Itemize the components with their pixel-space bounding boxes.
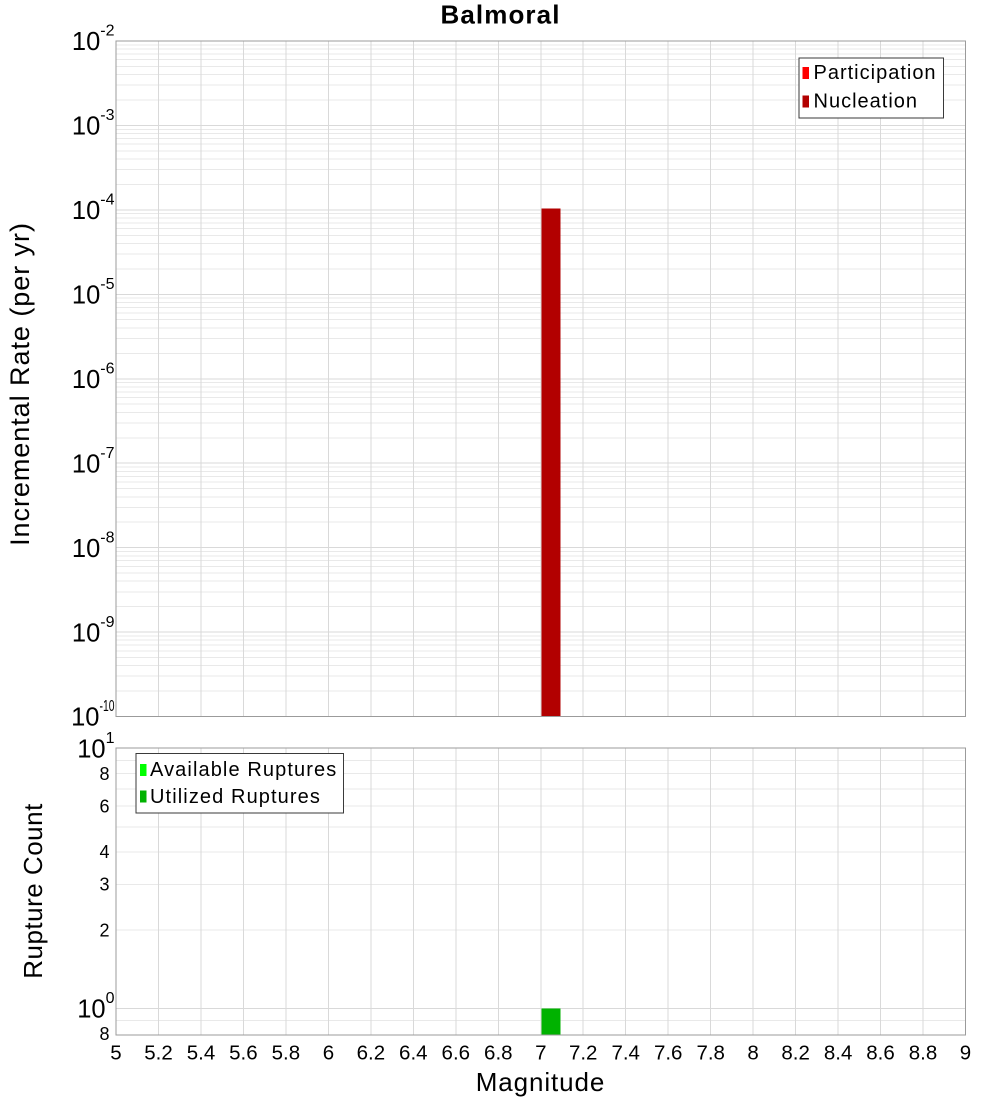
svg-text:3: 3 (99, 875, 109, 895)
svg-text:Rupture Count: Rupture Count (18, 803, 48, 979)
svg-text:10-9: 10-9 (72, 614, 115, 648)
svg-text:6.8: 6.8 (484, 1042, 513, 1065)
svg-text:5.8: 5.8 (272, 1042, 301, 1065)
svg-text:Available Ruptures: Available Ruptures (150, 759, 337, 781)
svg-text:6: 6 (99, 796, 109, 816)
svg-text:5.4: 5.4 (187, 1042, 216, 1065)
svg-text:8: 8 (747, 1042, 758, 1065)
svg-text:5.2: 5.2 (144, 1042, 173, 1065)
svg-text:Utilized Ruptures: Utilized Ruptures (150, 786, 321, 808)
svg-text:6.6: 6.6 (442, 1042, 471, 1065)
svg-text:4: 4 (99, 842, 109, 862)
svg-text:8: 8 (99, 1024, 109, 1044)
svg-text:Participation: Participation (814, 62, 937, 84)
svg-text:8.8: 8.8 (909, 1042, 938, 1065)
svg-text:7.6: 7.6 (654, 1042, 683, 1065)
svg-text:8: 8 (99, 764, 109, 784)
svg-text:6: 6 (323, 1042, 334, 1065)
svg-text:9: 9 (960, 1042, 971, 1065)
svg-text:7.8: 7.8 (696, 1042, 725, 1065)
svg-text:8.2: 8.2 (781, 1042, 810, 1065)
svg-text:8.6: 8.6 (866, 1042, 895, 1065)
svg-text:Incremental Rate (per yr): Incremental Rate (per yr) (5, 222, 35, 546)
svg-text:5.6: 5.6 (229, 1042, 258, 1065)
svg-text:Nucleation: Nucleation (814, 91, 919, 113)
svg-text:6.2: 6.2 (357, 1042, 386, 1065)
svg-text:8.4: 8.4 (824, 1042, 853, 1065)
svg-text:Magnitude: Magnitude (476, 1067, 606, 1097)
svg-text:Balmoral: Balmoral (440, 0, 560, 30)
svg-text:7.4: 7.4 (611, 1042, 640, 1065)
svg-text:6.4: 6.4 (399, 1042, 428, 1065)
svg-text:5: 5 (110, 1042, 121, 1065)
svg-text:7.2: 7.2 (569, 1042, 598, 1065)
svg-text:2: 2 (99, 920, 109, 940)
svg-text:7: 7 (535, 1042, 546, 1065)
